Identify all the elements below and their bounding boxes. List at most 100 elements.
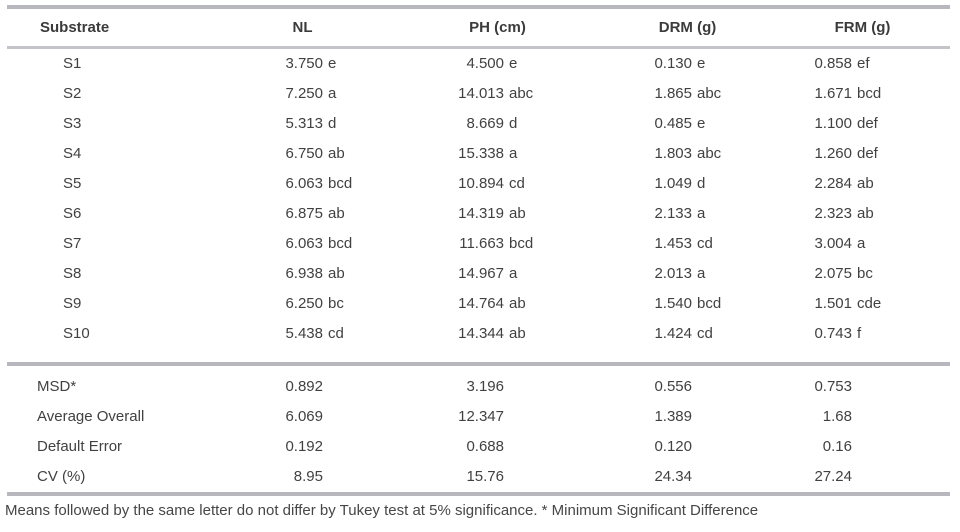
cell-ph-value: 15.338 (458, 145, 504, 162)
cell-frm-value: 1.671 (814, 85, 852, 102)
cell-ph-tukey-letters: cd (509, 175, 525, 192)
summary-row: MSD* 0.892 3.196 0.556 0.753 (7, 372, 950, 402)
cell-drm: 1.049 d (600, 169, 775, 199)
cell-ph: 14.344 ab (395, 319, 600, 349)
column-header-substrate: Substrate (40, 19, 110, 36)
cell-nl: 6.875 ab (210, 199, 395, 229)
cell-frm-value: 2.323 (814, 205, 852, 222)
cell-nl-value: 6.069 (285, 408, 323, 425)
cell-nl-value: 6.750 (285, 145, 323, 162)
cell-nl-value: 6.875 (285, 205, 323, 222)
cell-frm-value: 1.100 (814, 115, 852, 132)
cell-nl-value: 6.063 (285, 175, 323, 192)
summary-row: CV (%) 8.95 15.76 24.34 27.24 (7, 462, 950, 492)
cell-drm: 1.424 cd (600, 319, 775, 349)
cell-ph-value: 11.663 (459, 235, 504, 252)
cell-nl-value: 7.250 (285, 85, 323, 102)
cell-frm: 1.68 (775, 402, 950, 432)
cell-nl: 6.069 (210, 402, 395, 432)
cell-drm-value: 0.130 (654, 55, 692, 72)
cell-drm: 0.485 e (600, 109, 775, 139)
cell-drm: 0.120 (600, 432, 775, 462)
page: Substrate NL PH (cm) DRM (g) FRM (g) S1 3… (0, 5, 960, 532)
cell-frm-tukey-letters: a (857, 235, 866, 252)
cell-summary-label: Average Overall (37, 408, 145, 425)
cell-frm-value: 27.24 (814, 468, 852, 485)
cell-nl-tukey-letters: a (328, 85, 337, 102)
cell-drm: 1.389 (600, 402, 775, 432)
cell-drm-value: 1.424 (654, 325, 692, 342)
cell-drm-value: 1.453 (654, 235, 692, 252)
table-top-rule (7, 5, 950, 9)
cell-drm-tukey-letters: bcd (697, 295, 722, 312)
cell-frm: 1.501 cde (775, 289, 950, 319)
cell-nl-value: 6.938 (285, 265, 323, 282)
cell-drm: 0.556 (600, 372, 775, 402)
cell-frm-value: 0.16 (822, 438, 852, 455)
cell-ph: 14.764 ab (395, 289, 600, 319)
cell-nl-tukey-letters: cd (328, 325, 344, 342)
cell-drm: 1.865 abc (600, 79, 775, 109)
cell-nl-tukey-letters: bc (328, 295, 344, 312)
cell-nl: 0.192 (210, 432, 395, 462)
cell-frm-value: 0.743 (814, 325, 852, 342)
cell-nl: 0.892 (210, 372, 395, 402)
cell-nl-value: 6.063 (285, 235, 323, 252)
cell-ph-value: 14.013 (458, 85, 504, 102)
cell-substrate: S10 (63, 325, 90, 342)
cell-frm-tukey-letters: bc (857, 265, 873, 282)
cell-nl: 8.95 (210, 462, 395, 492)
cell-drm-tukey-letters: d (697, 175, 706, 192)
cell-frm: 2.323 ab (775, 199, 950, 229)
cell-frm-tukey-letters: ab (857, 205, 874, 222)
cell-frm: 3.004 a (775, 229, 950, 259)
cell-ph-tukey-letters: ab (509, 295, 526, 312)
table-row: S7 6.063 bcd 11.663 bcd 1.453 cd 3.004 a (7, 229, 950, 259)
cell-nl-value: 5.313 (285, 115, 323, 132)
cell-ph-tukey-letters: abc (509, 85, 534, 102)
cell-nl-value: 3.750 (285, 55, 323, 72)
cell-drm-tukey-letters: e (697, 115, 706, 132)
results-table: Substrate NL PH (cm) DRM (g) FRM (g) S1 3… (7, 5, 950, 496)
cell-ph-value: 8.669 (466, 115, 504, 132)
table-header-row: Substrate NL PH (cm) DRM (g) FRM (g) (7, 9, 950, 46)
cell-nl: 6.250 bc (210, 289, 395, 319)
table-footnote: Means followed by the same letter do not… (5, 502, 759, 519)
table-row: S8 6.938 ab 14.967 a 2.013 a 2.075 bc (7, 259, 950, 289)
cell-drm-tukey-letters: abc (697, 145, 722, 162)
cell-substrate: S7 (63, 235, 82, 252)
cell-ph-value: 14.319 (458, 205, 504, 222)
cell-frm-value: 3.004 (814, 235, 852, 252)
cell-summary-label: Default Error (37, 438, 123, 455)
cell-drm-value: 1.865 (654, 85, 692, 102)
cell-drm: 1.540 bcd (600, 289, 775, 319)
cell-nl-value: 6.250 (285, 295, 323, 312)
cell-frm-value: 0.858 (814, 55, 852, 72)
cell-frm: 1.100 def (775, 109, 950, 139)
cell-nl-tukey-letters: bcd (328, 235, 353, 252)
cell-drm-value: 0.485 (654, 115, 692, 132)
cell-frm-tukey-letters: bcd (857, 85, 882, 102)
cell-drm-value: 1.540 (654, 295, 692, 312)
table-bottom-rule (7, 492, 950, 496)
cell-ph: 12.347 (395, 402, 600, 432)
cell-nl-tukey-letters: d (328, 115, 337, 132)
cell-nl: 5.438 cd (210, 319, 395, 349)
cell-frm-value: 0.753 (814, 378, 852, 395)
cell-drm-tukey-letters: abc (697, 85, 722, 102)
table-summary: MSD* 0.892 3.196 0.556 0.753 Average Overall 6… (7, 366, 950, 492)
cell-ph: 14.013 abc (395, 79, 600, 109)
cell-ph-value: 12.347 (458, 408, 504, 425)
cell-nl: 5.313 d (210, 109, 395, 139)
cell-frm-tukey-letters: def (857, 115, 878, 132)
table-row: S2 7.250 a 14.013 abc 1.865 abc 1.671 bcd (7, 79, 950, 109)
cell-ph: 8.669 d (395, 109, 600, 139)
cell-frm-tukey-letters: def (857, 145, 878, 162)
cell-ph: 15.76 (395, 462, 600, 492)
cell-ph-tukey-letters: ab (509, 325, 526, 342)
cell-ph-value: 14.967 (458, 265, 504, 282)
cell-ph: 4.500 e (395, 49, 600, 79)
cell-ph-value: 3.196 (466, 378, 504, 395)
cell-substrate: S4 (63, 145, 82, 162)
column-header-nl: NL (292, 19, 313, 36)
